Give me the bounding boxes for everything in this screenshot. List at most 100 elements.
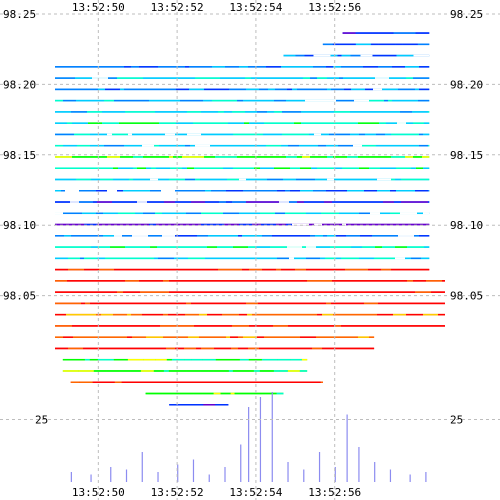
depth-cell	[67, 66, 82, 68]
depth-cell	[193, 392, 203, 395]
depth-cell	[320, 381, 323, 383]
depth-band	[55, 235, 430, 237]
depth-cell	[83, 111, 87, 113]
depth-cell	[113, 178, 129, 181]
depth-cell	[77, 302, 81, 305]
depth-cell	[212, 66, 225, 68]
depth-cell	[124, 144, 128, 147]
depth-band	[55, 246, 430, 248]
depth-cell	[78, 167, 83, 169]
depth-cell	[265, 291, 282, 293]
depth-cell	[63, 212, 69, 215]
depth-cell	[63, 268, 68, 271]
depth-cell	[55, 88, 72, 91]
depth-cell	[426, 280, 442, 282]
volume-bar	[271, 392, 273, 482]
depth-cell	[300, 167, 311, 169]
depth-cell	[360, 235, 366, 237]
depth-cell	[378, 223, 384, 226]
depth-cell	[191, 201, 205, 203]
depth-cell	[79, 190, 96, 192]
depth-cell	[396, 190, 410, 192]
depth-cell	[401, 201, 412, 203]
depth-cell	[406, 122, 413, 124]
depth-cell	[159, 122, 176, 124]
depth-cell	[365, 88, 373, 91]
depth-cell	[189, 190, 205, 192]
depth-cell	[71, 235, 79, 237]
depth-cell	[265, 201, 279, 203]
depth-cell	[413, 122, 424, 124]
depth-cell	[110, 212, 118, 215]
depth-cell	[152, 280, 163, 282]
depth-cell	[421, 325, 429, 327]
depth-cell	[63, 167, 78, 169]
depth-cell	[187, 133, 201, 136]
depth-cell	[165, 133, 175, 136]
depth-cell	[405, 156, 413, 158]
depth-cell	[415, 190, 428, 192]
depth-cell	[245, 111, 257, 113]
depth-cell	[231, 257, 240, 260]
depth-cell	[137, 201, 147, 203]
depth-cell	[338, 223, 342, 226]
depth-cell	[407, 280, 413, 282]
depth-cell	[113, 167, 118, 169]
depth-cell	[133, 167, 137, 169]
depth-cell	[187, 246, 197, 248]
depth-cell	[315, 268, 332, 271]
depth-cell	[327, 235, 336, 237]
depth-cell	[268, 313, 279, 316]
depth-cell	[178, 370, 187, 372]
depth-cell	[181, 223, 185, 226]
depth-band	[55, 77, 430, 79]
depth-cell	[100, 291, 117, 293]
depth-cell	[177, 325, 194, 327]
depth-cell	[118, 336, 127, 338]
depth-cell	[200, 381, 217, 383]
depth-cell	[249, 370, 254, 372]
depth-cell	[342, 347, 359, 350]
depth-cell	[391, 133, 404, 136]
depth-cell	[379, 257, 395, 260]
depth-cell	[124, 66, 131, 68]
depth-cell	[308, 291, 318, 293]
depth-cell	[318, 291, 326, 293]
depth-cell	[304, 54, 314, 57]
depth-cell	[325, 257, 336, 260]
depth-cell	[152, 133, 165, 136]
depth-cell	[360, 54, 373, 57]
depth-cell	[207, 212, 223, 215]
depth-cell	[70, 223, 84, 226]
depth-cell	[139, 88, 154, 91]
depth-cell	[184, 122, 193, 124]
depth-cell	[359, 347, 370, 350]
depth-band	[55, 190, 430, 192]
depth-cell	[330, 54, 338, 57]
depth-cell	[287, 88, 292, 91]
depth-cell	[351, 88, 365, 91]
depth-cell	[376, 144, 393, 147]
depth-cell	[267, 111, 274, 113]
depth-cell	[392, 66, 405, 68]
depth-cell	[70, 201, 79, 203]
depth-cell	[327, 156, 333, 158]
depth-cell	[313, 66, 326, 68]
depth-cell	[367, 325, 382, 327]
depth-cell	[322, 43, 333, 46]
depth-cell	[414, 235, 419, 237]
depth-band	[55, 325, 445, 327]
depth-cell	[175, 133, 187, 136]
depth-cell	[398, 235, 414, 237]
depth-cell	[424, 246, 430, 248]
depth-cell	[171, 111, 187, 113]
depth-cell	[394, 280, 407, 282]
depth-cell	[87, 178, 91, 181]
depth-cell	[375, 167, 380, 169]
depth-cell	[106, 370, 120, 372]
depth-cell	[134, 77, 143, 79]
depth-cell	[91, 246, 98, 248]
depth-cell	[218, 111, 224, 113]
depth-cell	[239, 66, 248, 68]
depth-cell	[193, 381, 201, 383]
